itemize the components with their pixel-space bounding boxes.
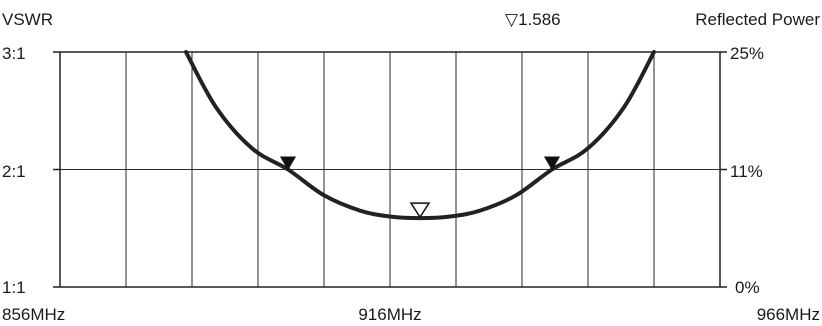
grid xyxy=(60,52,720,287)
plot-frame xyxy=(53,51,727,288)
x-tick-label: 966MHz xyxy=(757,305,820,324)
markers xyxy=(280,156,560,219)
right-tick-label: 11% xyxy=(730,162,763,181)
right-axis-title: Reflected Power xyxy=(695,10,820,29)
left-tick-label: 1:1 xyxy=(2,278,26,297)
x-tick-label: 916MHz xyxy=(358,305,421,324)
right-tick-label: 0% xyxy=(735,278,760,297)
marker-open-triangle xyxy=(409,202,431,219)
marker-filled-triangle xyxy=(544,156,560,171)
marker-value-label: ▽1.586 xyxy=(505,10,561,29)
left-tick-label: 3:1 xyxy=(2,44,26,63)
right-tick-label: 25% xyxy=(730,44,764,63)
left-axis-title: VSWR xyxy=(2,10,53,29)
x-tick-label: 856MHz xyxy=(2,305,65,324)
left-tick-label: 2:1 xyxy=(2,162,26,181)
marker-filled-triangle xyxy=(280,156,296,171)
